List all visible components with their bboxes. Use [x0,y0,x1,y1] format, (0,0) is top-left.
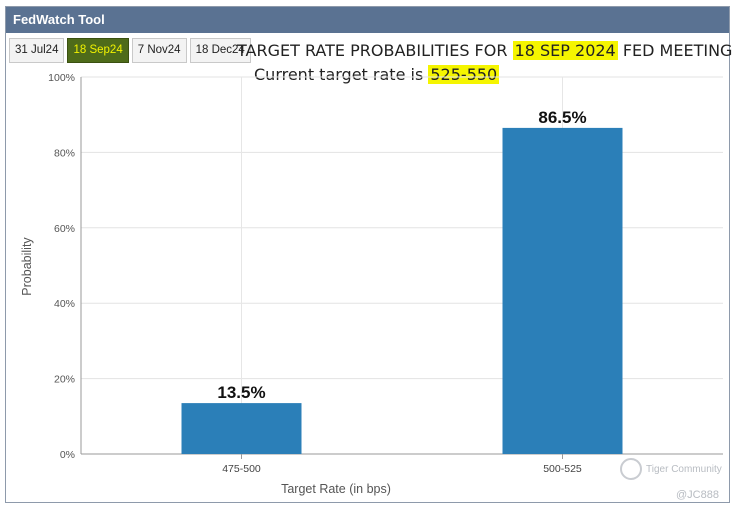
y-tick-label: 80% [54,147,75,159]
current-rate-line: Current target rate is 525-550 [254,65,500,84]
data-label: 86.5% [538,108,586,127]
y-tick-label: 100% [48,72,75,84]
tab-7-nov24[interactable]: 7 Nov24 [131,38,187,63]
chart-title: TARGET RATE PROBABILITIES FOR 18 SEP 202… [237,41,732,60]
y-axis-title: Probability [20,237,34,296]
tab-18-sep24[interactable]: 18 Sep24 [67,38,129,63]
x-axis-title: Target Rate (in bps) [281,482,391,496]
y-tick-label: 0% [60,449,75,461]
title-suffix: FED MEETING [622,41,733,60]
tab-18-dec24[interactable]: 18 Dec24 [189,38,251,63]
watermark-text: Tiger Community [646,463,722,475]
bar-500-525 [502,127,623,455]
meeting-date: 18 SEP 2024 [512,41,618,60]
bar-475-500 [181,403,302,454]
current-rate-value: 525-550 [428,65,500,84]
tab-31-jul24[interactable]: 31 Jul24 [9,38,65,63]
watermark: Tiger Community [620,458,722,480]
data-label: 13.5% [217,383,265,402]
x-tick-label: 475-500 [222,463,261,475]
tiger-logo-icon [620,458,642,480]
current-rate-prefix: Current target rate is [254,65,424,84]
y-tick-label: 40% [54,298,75,310]
watermark-handle: @JC888 [676,489,719,501]
y-tick-label: 20% [54,374,75,386]
title-prefix: TARGET RATE PROBABILITIES FOR [237,41,508,60]
app-title: FedWatch Tool [6,7,729,33]
x-tick-label: 500-525 [543,463,582,475]
meeting-tabs: 31 Jul24 18 Sep24 7 Nov24 18 Dec24 [9,38,251,63]
y-tick-label: 60% [54,223,75,235]
